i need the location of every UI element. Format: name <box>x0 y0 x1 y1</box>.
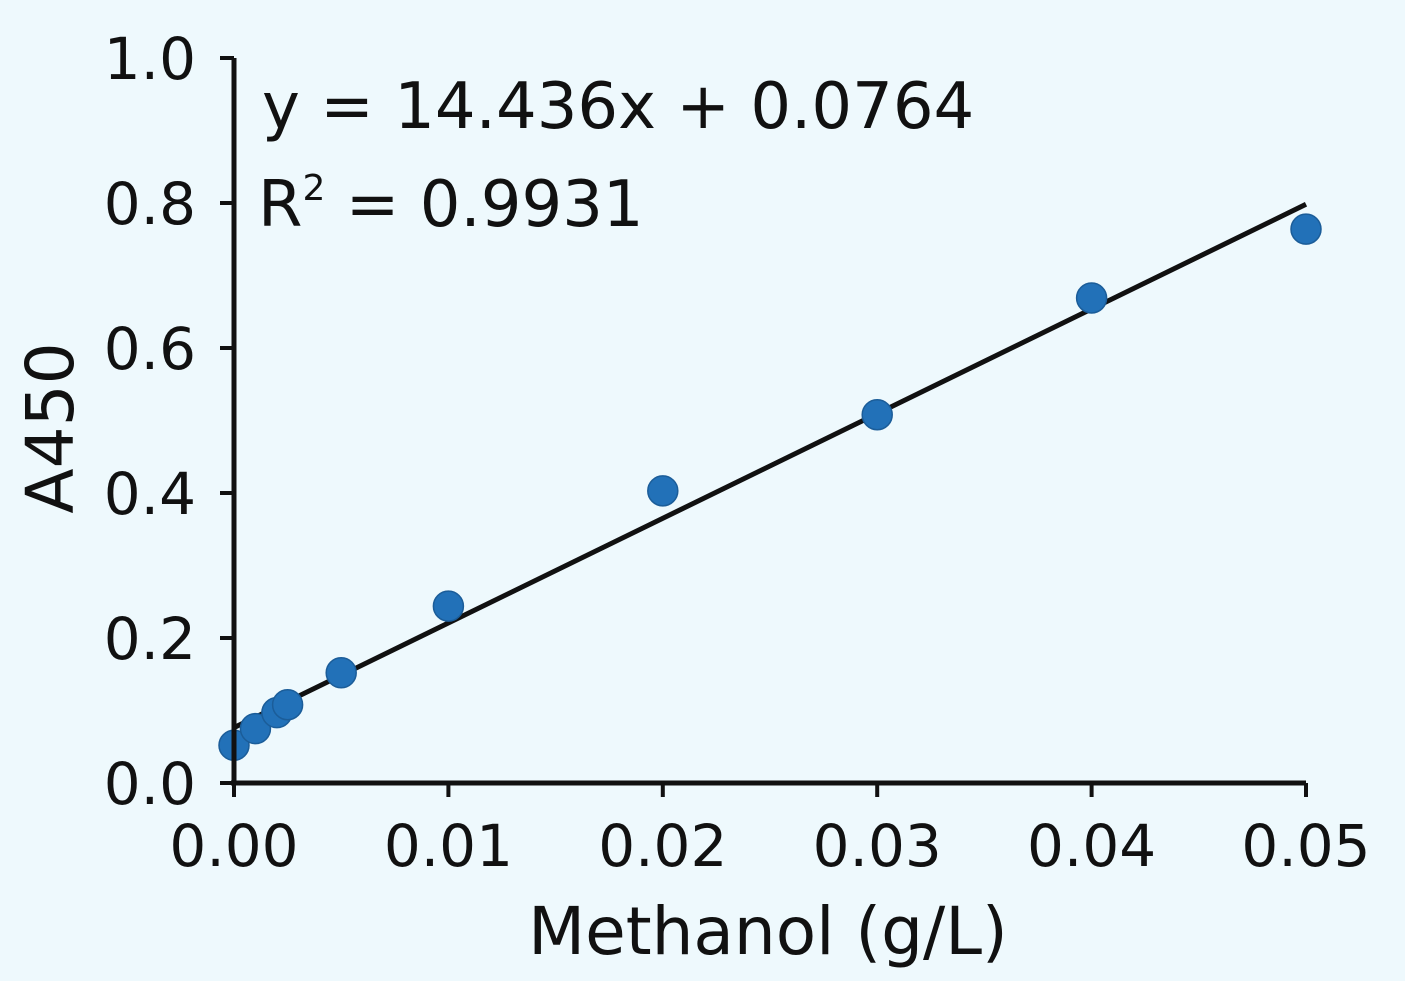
y-tick-label: 0.6 <box>104 315 196 383</box>
data-point <box>325 657 357 689</box>
r-squared-prefix: R <box>258 168 302 242</box>
data-point <box>1075 282 1108 314</box>
axis-ticks: 0.00 0.01 0.02 0.03 0.04 0.05 0.0 0.2 0.4 0.6 0.8 1… <box>104 25 1371 880</box>
axes <box>231 58 1306 786</box>
x-tick-label: 0.03 <box>813 812 942 880</box>
x-axis-title: Methanol (g/L) <box>528 893 1008 970</box>
y-tick-label: 0.0 <box>104 750 196 818</box>
y-tick-label: 1.0 <box>104 25 196 93</box>
data-point <box>271 688 304 721</box>
data-points <box>218 213 1322 762</box>
r-squared-annotation: R2 = 0.9931 <box>258 168 644 242</box>
y-tick-label: 0.8 <box>104 170 196 238</box>
y-axis-title: A450 <box>12 342 89 513</box>
fit-line-layer <box>232 202 1308 730</box>
x-tick-label: 0.01 <box>384 812 513 880</box>
x-tick-label: 0.05 <box>1241 812 1370 880</box>
x-tick-label: 0.02 <box>598 812 727 880</box>
x-tick-label: 0.04 <box>1027 812 1156 880</box>
data-point <box>432 590 465 622</box>
x-tick-label: 0.00 <box>169 812 298 880</box>
r-squared-value: = 0.9931 <box>325 168 643 242</box>
y-tick-label: 0.4 <box>104 460 196 528</box>
data-point <box>1290 213 1322 245</box>
r-squared-superscript: 2 <box>302 168 325 209</box>
data-point <box>239 712 272 745</box>
y-tick-label: 0.2 <box>104 605 196 673</box>
fit-equation: y = 14.436x + 0.0764 <box>262 70 974 144</box>
data-point <box>647 475 679 507</box>
data-point <box>861 398 893 431</box>
fit-line <box>232 202 1308 730</box>
